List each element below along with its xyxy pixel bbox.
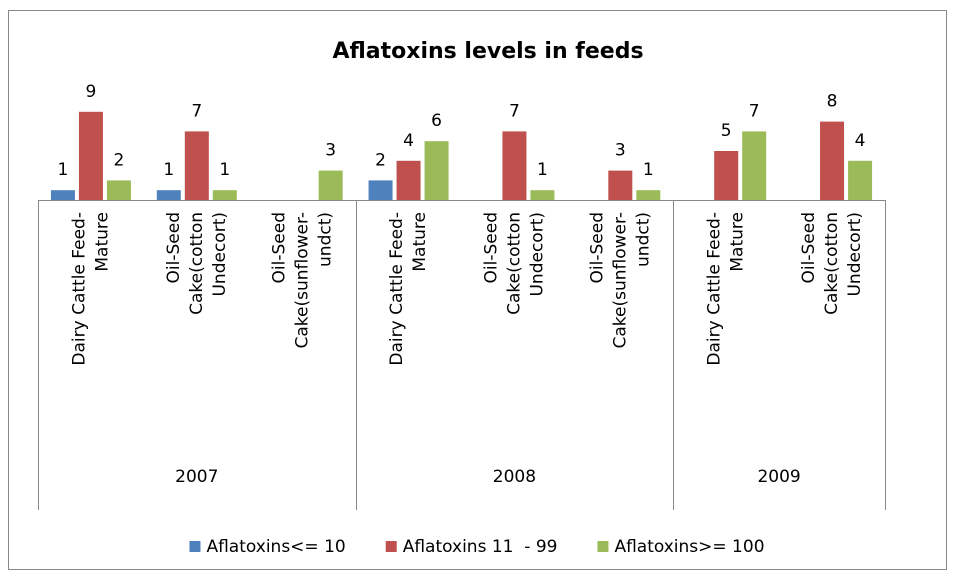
group-label: 2009	[757, 467, 800, 487]
legend-swatch	[597, 541, 609, 552]
x-tick-label: Oil-Seed Cake(sunflower-undct)	[270, 212, 336, 349]
x-tick-label: Oil-Seed Cake(cotton Undecort)	[481, 212, 547, 315]
data-label: 2	[114, 150, 125, 170]
bar	[714, 151, 739, 200]
bar	[368, 180, 393, 200]
x-tick-label: Dairy Cattle Feed- Mature	[387, 212, 430, 366]
bar	[530, 190, 555, 200]
data-label: 7	[191, 101, 202, 121]
data-label: 5	[721, 121, 732, 141]
bar	[212, 190, 237, 200]
bar	[820, 121, 845, 200]
data-label: 2	[375, 150, 386, 170]
bar	[848, 160, 873, 200]
bar	[106, 180, 131, 200]
bar	[424, 141, 449, 200]
x-tick-label: Dairy Cattle Feed- Mature	[705, 212, 748, 366]
bar	[184, 131, 209, 200]
x-tick-label: Oil-Seed Cake(cotton Undecort)	[799, 212, 865, 315]
data-label: 4	[403, 131, 414, 151]
data-label: 1	[537, 160, 548, 180]
data-label: 9	[86, 82, 97, 102]
legend-label: Aflatoxins>= 100	[614, 537, 764, 557]
x-tick-label: Oil-Seed Cake(sunflower-undct)	[587, 212, 653, 349]
bar	[78, 111, 103, 200]
data-label: 3	[325, 141, 336, 161]
data-label: 6	[431, 111, 442, 131]
x-tick-label: Dairy Cattle Feed- Mature	[69, 212, 112, 366]
data-label: 1	[58, 160, 69, 180]
bar	[608, 170, 633, 200]
data-label: 1	[163, 160, 174, 180]
bar	[636, 190, 661, 200]
data-label: 7	[749, 101, 760, 121]
bar	[742, 131, 767, 200]
legend-swatch	[385, 541, 397, 552]
bar	[50, 190, 75, 200]
data-label: 4	[855, 131, 866, 151]
chart-title: Aflatoxins levels in feeds	[332, 39, 643, 64]
data-label: 7	[509, 101, 520, 121]
data-label: 3	[615, 141, 626, 161]
bar	[502, 131, 527, 200]
group-label: 2008	[493, 467, 536, 487]
data-label: 8	[827, 92, 838, 112]
legend-label: Aflatoxins<= 10	[206, 537, 345, 557]
bar	[396, 160, 421, 200]
x-tick-label: Oil-Seed Cake(cotton Undecort)	[164, 212, 230, 315]
legend-label: Aflatoxins 11 - 99	[403, 537, 558, 557]
data-label: 1	[643, 160, 654, 180]
group-label: 2007	[175, 467, 218, 487]
bar	[156, 190, 181, 200]
data-label: 1	[219, 160, 230, 180]
legend-swatch	[189, 541, 201, 552]
bar	[318, 170, 343, 200]
chart-border	[8, 10, 947, 570]
